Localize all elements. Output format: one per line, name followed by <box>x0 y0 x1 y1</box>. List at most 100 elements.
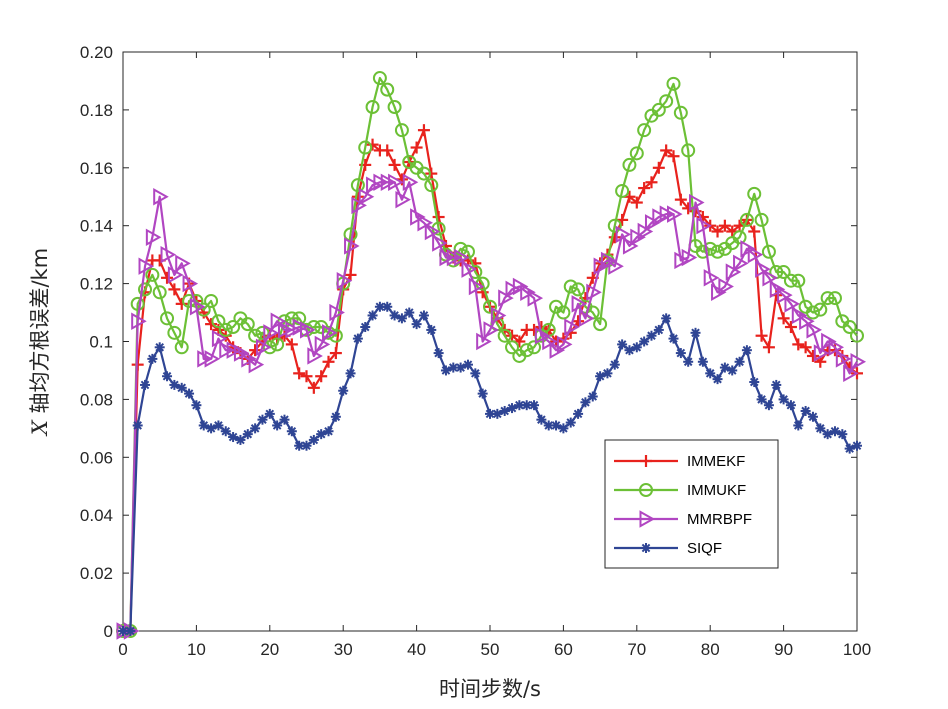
data-point-immekf <box>762 341 775 354</box>
data-point-mmrbpf <box>667 205 683 223</box>
y-axis-label-variable: X <box>28 419 52 437</box>
data-point-mmrbpf <box>189 298 206 316</box>
data-point-siqf <box>338 385 349 396</box>
data-point-immekf <box>645 176 658 189</box>
data-point-siqf <box>697 356 708 367</box>
x-tick-label: 90 <box>774 640 793 659</box>
data-point-immukf <box>820 291 835 306</box>
data-point-immukf <box>453 241 468 256</box>
data-point-mmrbpf <box>505 280 522 299</box>
data-point-siqf <box>279 414 290 425</box>
data-point-siqf <box>573 408 584 419</box>
data-point-mmrbpf <box>608 257 624 275</box>
data-point-immukf <box>424 178 439 193</box>
data-point-mmrbpf <box>652 208 668 226</box>
y-tick-label: 0.12 <box>80 275 113 294</box>
data-point-siqf <box>352 333 363 344</box>
data-point-immukf <box>747 186 762 201</box>
data-point-immukf <box>270 337 285 352</box>
data-point-siqf <box>631 342 642 353</box>
data-point-mmrbpf <box>681 248 698 267</box>
data-point-immekf <box>293 367 306 380</box>
data-point-mmrbpf <box>769 280 786 299</box>
data-point-immekf <box>432 211 445 224</box>
data-point-mmrbpf <box>182 274 199 293</box>
data-point-immukf <box>240 317 255 332</box>
legend-label: IMMUKF <box>687 482 746 499</box>
data-point-mmrbpf <box>593 257 610 275</box>
data-point-mmrbpf <box>395 190 411 209</box>
data-point-siqf <box>308 434 319 445</box>
data-point-mmrbpf <box>446 248 463 267</box>
data-point-mmrbpf <box>733 254 749 273</box>
data-point-mmrbpf <box>175 254 191 273</box>
x-tick-label: 100 <box>843 640 871 659</box>
y-tick-label: 0.04 <box>80 506 113 525</box>
data-point-siqf <box>646 330 657 341</box>
data-point-siqf <box>690 327 701 338</box>
data-point-mmrbpf <box>850 353 867 371</box>
legend-label: SIQF <box>687 540 722 557</box>
data-point-immukf <box>204 293 219 308</box>
x-axis-label: 时间步数/s <box>439 677 541 701</box>
data-point-mmrbpf <box>432 234 448 252</box>
data-point-mmrbpf <box>417 214 433 232</box>
data-point-mmrbpf <box>292 318 309 336</box>
data-point-siqf <box>470 368 481 379</box>
data-point-siqf <box>132 420 143 431</box>
data-point-immukf <box>211 314 226 329</box>
data-point-siqf <box>147 353 158 364</box>
data-point-immekf <box>410 141 423 154</box>
data-point-mmrbpf <box>534 327 551 345</box>
data-point-mmrbpf <box>835 350 852 368</box>
data-point-mmrbpf <box>799 312 815 330</box>
data-point-mmrbpf <box>784 295 800 313</box>
data-point-siqf <box>176 382 187 393</box>
data-point-siqf <box>213 420 224 431</box>
data-point-siqf <box>382 301 393 312</box>
data-point-mmrbpf <box>476 332 492 351</box>
data-point-siqf <box>837 429 848 440</box>
data-point-immukf <box>739 212 754 227</box>
data-point-siqf <box>345 368 356 379</box>
data-point-mmrbpf <box>828 338 845 356</box>
data-point-mmrbpf <box>564 318 580 336</box>
data-point-immukf <box>783 273 798 288</box>
data-point-mmrbpf <box>490 306 507 325</box>
data-point-immekf <box>792 338 805 351</box>
data-point-immekf <box>249 344 262 357</box>
x-tick-label: 0 <box>118 640 127 659</box>
data-point-mmrbpf <box>571 295 588 313</box>
data-point-immukf <box>556 305 571 320</box>
data-point-mmrbpf <box>351 196 367 215</box>
data-point-mmrbpf <box>285 321 301 339</box>
data-point-mmrbpf <box>578 309 595 328</box>
data-point-immekf <box>388 158 401 171</box>
data-point-mmrbpf <box>263 324 279 342</box>
data-point-immekf <box>205 318 218 331</box>
data-point-mmrbpf <box>630 228 646 246</box>
data-point-immukf <box>813 302 828 317</box>
data-point-siqf <box>800 405 811 416</box>
data-point-siqf <box>235 434 246 445</box>
data-point-mmrbpf <box>153 188 169 206</box>
y-tick-label: 0.16 <box>80 159 113 178</box>
x-tick-label: 30 <box>334 640 353 659</box>
data-point-mmrbpf <box>549 341 566 359</box>
data-point-siqf <box>653 324 664 335</box>
data-point-immukf <box>776 265 791 280</box>
data-point-mmrbpf <box>322 324 338 342</box>
legend-item-siqf: SIQF <box>614 540 722 557</box>
data-point-immekf <box>366 138 379 151</box>
data-point-immekf <box>748 225 761 238</box>
data-point-siqf <box>404 307 415 318</box>
data-point-mmrbpf <box>703 269 720 287</box>
data-point-immekf <box>285 338 298 351</box>
data-point-immukf <box>681 143 696 158</box>
data-point-mmrbpf <box>160 245 177 264</box>
data-point-immekf <box>806 349 819 362</box>
data-point-mmrbpf <box>777 286 793 304</box>
data-point-immukf <box>571 282 586 297</box>
data-point-immukf <box>226 320 241 335</box>
data-point-mmrbpf <box>454 248 470 267</box>
